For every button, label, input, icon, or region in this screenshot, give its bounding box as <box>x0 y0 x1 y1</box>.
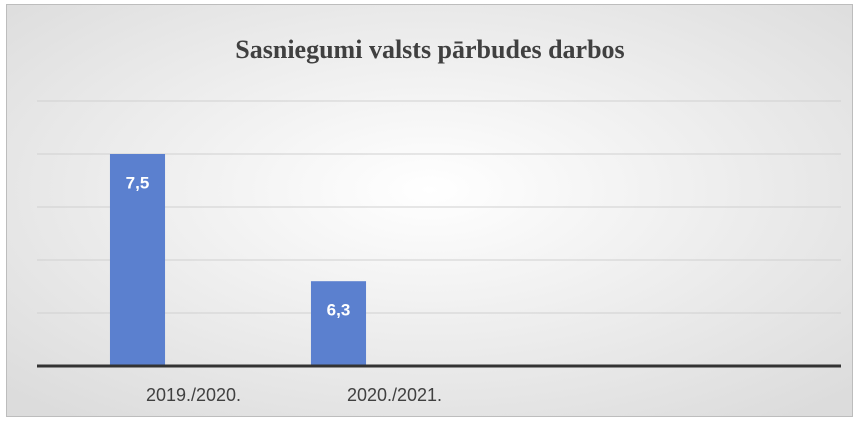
data-label: 7,5 <box>126 173 150 192</box>
x-tick-label: 2019./2020. <box>146 385 241 405</box>
data-label: 6,3 <box>327 301 351 320</box>
x-tick-label: 2020./2021. <box>347 385 442 405</box>
bar <box>109 154 166 366</box>
chart-title: Sasniegumi valsts pārbudes darbos <box>235 35 624 64</box>
bar <box>310 281 367 366</box>
